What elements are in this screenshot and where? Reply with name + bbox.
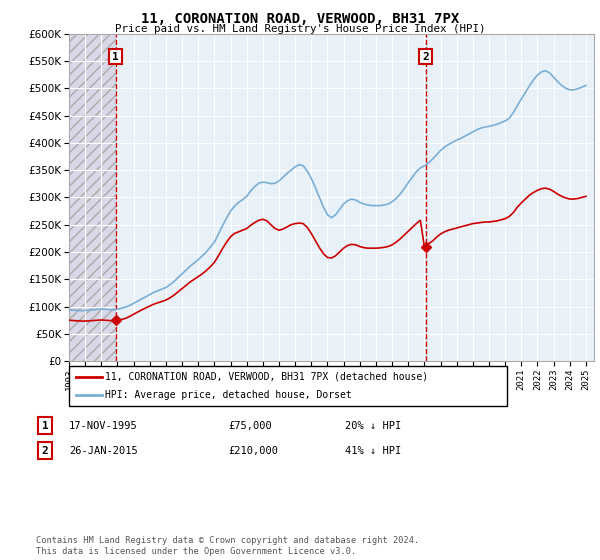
Text: £75,000: £75,000 bbox=[228, 421, 272, 431]
Text: Contains HM Land Registry data © Crown copyright and database right 2024.
This d: Contains HM Land Registry data © Crown c… bbox=[36, 536, 419, 556]
Bar bbox=[69, 34, 116, 361]
Text: 20% ↓ HPI: 20% ↓ HPI bbox=[345, 421, 401, 431]
Text: Price paid vs. HM Land Registry's House Price Index (HPI): Price paid vs. HM Land Registry's House … bbox=[115, 24, 485, 34]
Text: £210,000: £210,000 bbox=[228, 446, 278, 456]
Text: 26-JAN-2015: 26-JAN-2015 bbox=[69, 446, 138, 456]
Text: 2: 2 bbox=[422, 52, 429, 62]
Text: 17-NOV-1995: 17-NOV-1995 bbox=[69, 421, 138, 431]
Text: 41% ↓ HPI: 41% ↓ HPI bbox=[345, 446, 401, 456]
Text: 2: 2 bbox=[41, 446, 49, 456]
Text: HPI: Average price, detached house, Dorset: HPI: Average price, detached house, Dors… bbox=[105, 390, 352, 400]
Text: 1: 1 bbox=[112, 52, 119, 62]
Text: 1: 1 bbox=[41, 421, 49, 431]
Text: 11, CORONATION ROAD, VERWOOD, BH31 7PX: 11, CORONATION ROAD, VERWOOD, BH31 7PX bbox=[141, 12, 459, 26]
Text: 11, CORONATION ROAD, VERWOOD, BH31 7PX (detached house): 11, CORONATION ROAD, VERWOOD, BH31 7PX (… bbox=[105, 372, 428, 382]
